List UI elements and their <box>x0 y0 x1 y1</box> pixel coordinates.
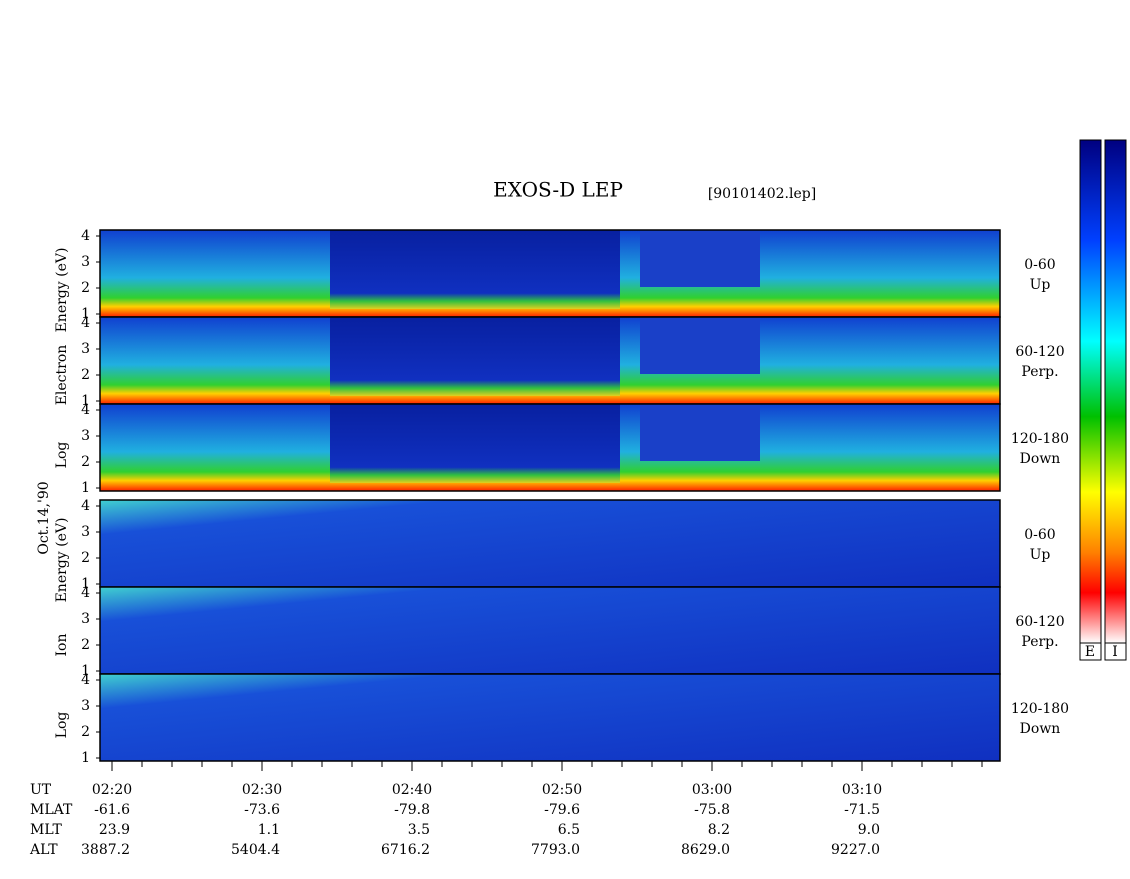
orbit-value: 8629.0 <box>681 842 730 858</box>
y-tick-label: 1 <box>81 576 90 592</box>
y-tick-label: 4 <box>81 315 90 331</box>
file-name: [90101402.lep] <box>708 186 816 202</box>
orbit-value: 9227.0 <box>831 842 880 858</box>
panel-range: 60-120 <box>1015 614 1064 630</box>
y-tick-label: 1 <box>81 480 90 496</box>
orbit-value: 1.1 <box>258 822 280 838</box>
y-tick-label: 3 <box>81 611 90 627</box>
panel-direction: Up <box>1030 547 1051 563</box>
y-tick-label: 3 <box>81 524 90 540</box>
orbit-value: 3887.2 <box>81 842 130 858</box>
colorbar-box <box>1104 642 1127 661</box>
orbit-value: 23.9 <box>99 822 130 838</box>
axis-label: Electron <box>54 345 70 406</box>
colorbar <box>1079 139 1102 644</box>
panel-direction: Down <box>1020 451 1061 467</box>
orbit-value: 02:40 <box>392 782 432 798</box>
orbit-value: 02:30 <box>242 782 282 798</box>
spectrogram-quiet <box>330 230 620 309</box>
orbit-value: 02:20 <box>92 782 132 798</box>
y-tick-label: 2 <box>81 280 90 296</box>
orbit-value: -79.6 <box>544 802 580 818</box>
y-tick-label: 4 <box>81 672 90 688</box>
orbit-value: 5404.4 <box>231 842 280 858</box>
axis-label: Ion <box>54 634 70 657</box>
axis-label: Energy (eV) <box>54 248 70 333</box>
y-tick-label: 3 <box>81 698 90 714</box>
panel-direction: Down <box>1020 721 1061 737</box>
row-label: MLT <box>30 822 62 838</box>
orbit-value: 03:10 <box>842 782 882 798</box>
y-tick-label: 2 <box>81 724 90 740</box>
spectrogram-quiet <box>330 317 620 396</box>
y-tick-label: 3 <box>81 428 90 444</box>
orbit-value: -75.8 <box>694 802 730 818</box>
date-label: Oct.14,'90 <box>36 481 52 554</box>
orbit-value: 8.2 <box>708 822 730 838</box>
y-tick-label: 4 <box>81 498 90 514</box>
spectrogram-quiet <box>640 317 760 374</box>
orbit-value: 7793.0 <box>531 842 580 858</box>
y-tick-label: 3 <box>81 341 90 357</box>
y-tick-label: 2 <box>81 637 90 653</box>
orbit-value: -61.6 <box>94 802 130 818</box>
panel-range: 60-120 <box>1015 344 1064 360</box>
colorbar <box>1104 139 1127 644</box>
spectrogram <box>100 500 1000 587</box>
panel-range: 120-180 <box>1011 431 1069 447</box>
orbit-value: 6.5 <box>558 822 580 838</box>
y-tick-label: 4 <box>81 585 90 601</box>
axis-label: Log <box>54 442 70 469</box>
panel-direction: Up <box>1030 277 1051 293</box>
orbit-value: 02:50 <box>542 782 582 798</box>
y-tick-label: 4 <box>81 228 90 244</box>
colorbar-box <box>1079 642 1102 661</box>
colorbar-label: I <box>1112 644 1118 660</box>
y-tick-label: 2 <box>81 550 90 566</box>
panel-range: 120-180 <box>1011 701 1069 717</box>
orbit-value: 03:00 <box>692 782 732 798</box>
spectrogram-quiet <box>640 230 760 287</box>
y-tick-label: 3 <box>81 254 90 270</box>
axis-label: Energy (eV) <box>54 518 70 603</box>
y-tick-label: 4 <box>81 402 90 418</box>
panel-range: 0-60 <box>1024 527 1055 543</box>
y-tick-label: 2 <box>81 367 90 383</box>
panel-frame <box>99 673 1001 762</box>
title: EXOS-D LEP <box>493 178 623 202</box>
orbit-value: 3.5 <box>408 822 430 838</box>
panel-frame <box>99 403 1001 492</box>
row-label: MLAT <box>30 802 73 818</box>
spectrogram <box>100 587 1000 674</box>
orbit-value: -79.8 <box>394 802 430 818</box>
y-tick-label: 1 <box>81 750 90 766</box>
row-label: UT <box>30 782 52 798</box>
row-label: ALT <box>29 842 58 858</box>
axis-label: Log <box>54 712 70 739</box>
spectrogram <box>100 674 1000 761</box>
y-tick-label: 1 <box>81 306 90 322</box>
y-tick-label: 1 <box>81 393 90 409</box>
panel-direction: Perp. <box>1021 364 1058 380</box>
panel-direction: Perp. <box>1021 634 1058 650</box>
orbit-value: 6716.2 <box>381 842 430 858</box>
y-tick-label: 1 <box>81 663 90 679</box>
panel-range: 0-60 <box>1024 257 1055 273</box>
colorbar-label: E <box>1085 644 1095 660</box>
orbit-value: -73.6 <box>244 802 280 818</box>
spectrogram-quiet <box>330 404 620 483</box>
spectrogram-quiet <box>640 404 760 461</box>
y-tick-label: 2 <box>81 454 90 470</box>
orbit-value: 9.0 <box>858 822 880 838</box>
orbit-value: -71.5 <box>844 802 880 818</box>
